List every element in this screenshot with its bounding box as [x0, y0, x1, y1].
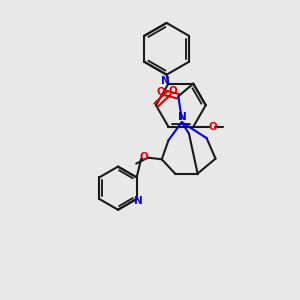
Text: O: O	[169, 85, 178, 96]
Text: N: N	[134, 196, 142, 206]
Text: O: O	[209, 122, 218, 132]
Text: N: N	[178, 112, 187, 122]
Text: N: N	[161, 76, 170, 86]
Text: O: O	[139, 152, 148, 162]
Text: O: O	[156, 87, 165, 97]
